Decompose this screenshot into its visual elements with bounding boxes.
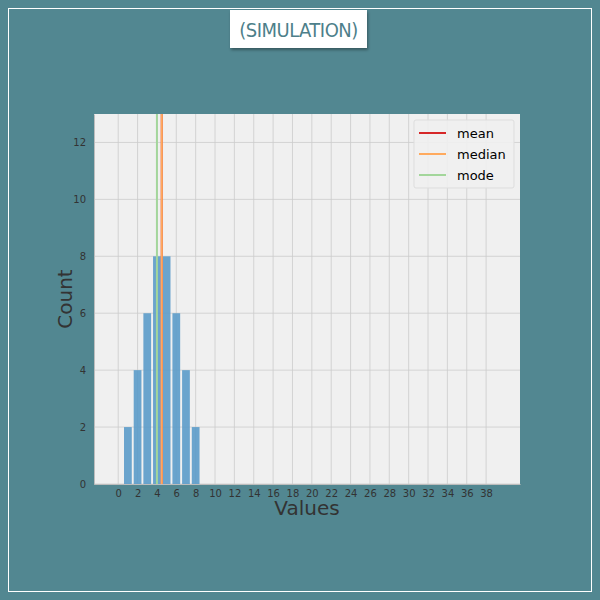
y-tick: 4 (80, 365, 94, 376)
legend-swatch (419, 174, 446, 176)
x-tick: 38 (480, 484, 493, 499)
legend-swatch (419, 153, 446, 155)
x-tick: 0 (116, 484, 122, 499)
x-tick: 24 (345, 484, 358, 499)
x-tick: 2 (135, 484, 141, 499)
x-tick-label: 34 (442, 488, 455, 499)
x-tick: 34 (442, 484, 455, 499)
marks (124, 114, 200, 484)
x-tick-label: 6 (174, 488, 180, 499)
chart-svg: (SIMULATION)0246810121416182022242628303… (0, 0, 600, 600)
y-tick-label: 8 (80, 251, 86, 262)
x-tick-label: 30 (403, 488, 416, 499)
x-tick-label: 38 (480, 488, 493, 499)
bar (192, 427, 200, 484)
grid (94, 114, 520, 484)
x-tick-label: 4 (154, 488, 160, 499)
x-grid-line (118, 114, 119, 484)
x-tick-label: 10 (209, 488, 222, 499)
x-axis-line (95, 484, 521, 485)
legend-label: mode (457, 168, 494, 183)
bar (134, 370, 142, 484)
bar (172, 313, 180, 484)
y-tick-label: 2 (80, 422, 86, 433)
title: (SIMULATION) (239, 18, 358, 42)
x-tick-label: 32 (422, 488, 435, 499)
y-tick: 10 (73, 194, 94, 205)
x-tick-label: 2 (135, 488, 141, 499)
x-grid-line (369, 114, 370, 484)
x-grid-line (311, 114, 312, 484)
x-tick-label: 36 (461, 488, 474, 499)
x-grid-line (215, 114, 216, 484)
x-tick: 26 (364, 484, 377, 499)
y-tick-label: 4 (80, 365, 86, 376)
y-tick: 2 (80, 422, 94, 433)
x-grid-line (253, 114, 254, 484)
x-tick: 10 (209, 484, 222, 499)
y-tick-label: 10 (73, 194, 86, 205)
x-tick-label: 8 (193, 488, 199, 499)
x-tick: 12 (229, 484, 242, 499)
x-grid-line (331, 114, 332, 484)
x-tick: 4 (154, 484, 160, 499)
x-grid-line (350, 114, 351, 484)
legend-box (414, 120, 514, 188)
y-tick: 8 (80, 251, 94, 262)
x-axis-title: Values (274, 496, 339, 520)
background (0, 0, 600, 600)
x-tick: 28 (383, 484, 396, 499)
x-grid-line (234, 114, 235, 484)
x-tick: 32 (422, 484, 435, 499)
vline-mean (161, 114, 163, 484)
title-box (230, 10, 367, 48)
x-tick: 8 (193, 484, 199, 499)
y-axis-title: Count (53, 269, 77, 329)
x-tick: 14 (248, 484, 261, 499)
y-tick-label: 12 (73, 137, 86, 148)
legend-label: median (457, 147, 506, 162)
y-tick: 6 (80, 308, 94, 319)
y-tick-label: 0 (80, 479, 86, 490)
legend-swatch (419, 132, 446, 134)
x-tick-label: 0 (116, 488, 122, 499)
y-tick-label: 6 (80, 308, 86, 319)
y-tick: 0 (80, 479, 94, 490)
plot-background (94, 114, 520, 484)
bar (182, 370, 190, 484)
legend-label: mean (457, 126, 494, 141)
x-tick-label: 28 (383, 488, 396, 499)
vline-mode (156, 114, 158, 484)
y-axis-line (94, 115, 95, 485)
x-tick-label: 24 (345, 488, 358, 499)
bar (143, 313, 151, 484)
legend: mean median mode (414, 120, 514, 188)
x-grid-line (408, 114, 409, 484)
x-tick: 36 (461, 484, 474, 499)
x-grid-line (389, 114, 390, 484)
x-tick: 6 (174, 484, 180, 499)
x-tick: 30 (403, 484, 416, 499)
x-tick-label: 14 (248, 488, 261, 499)
x-tick-label: 12 (229, 488, 242, 499)
bar (163, 256, 171, 484)
x-tick-label: 26 (364, 488, 377, 499)
x-grid-line (292, 114, 293, 484)
y-tick: 12 (73, 137, 94, 148)
x-grid-line (273, 114, 274, 484)
x-grid-line (156, 114, 157, 484)
bar (124, 427, 132, 484)
page-border (9, 9, 592, 592)
vline-median (161, 114, 163, 484)
